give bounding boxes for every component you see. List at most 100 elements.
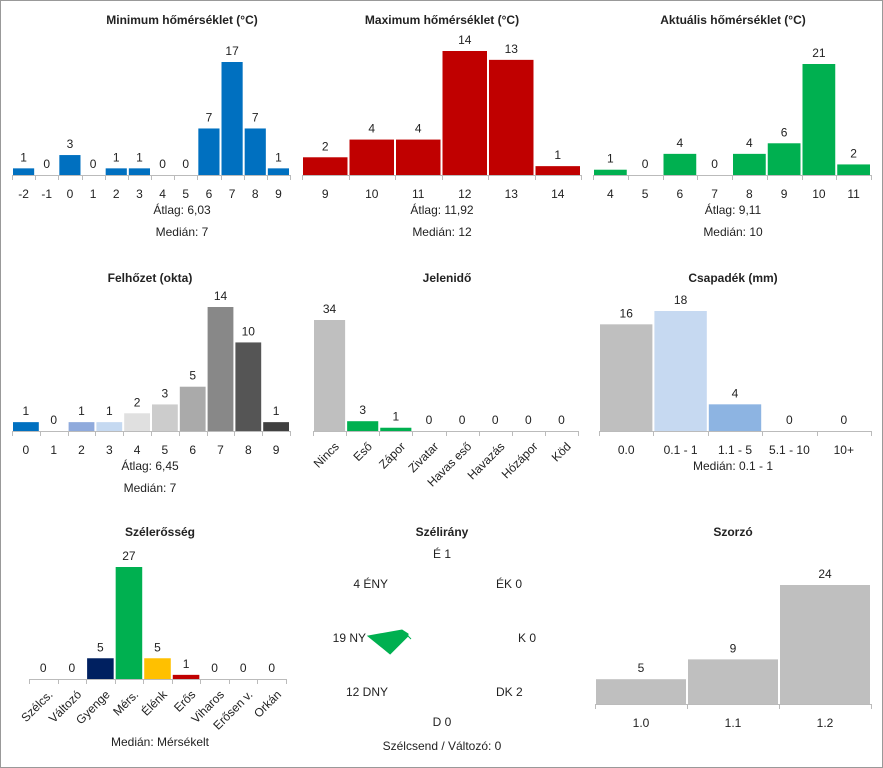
max_temp-bar (442, 51, 487, 175)
wind_speed-bar (172, 674, 200, 679)
cloud-bar (152, 404, 178, 431)
min_temp-bar (59, 155, 81, 175)
weather-value-label: 3 (359, 403, 366, 417)
cloud-tick-label: 5 (162, 443, 169, 457)
act_temp-bar (802, 64, 836, 175)
wind_speed-value-label: 5 (97, 640, 104, 654)
wind_speed-value-label: 27 (122, 549, 136, 563)
min_temp-title: Minimum hőmérséklet (°C) (106, 13, 258, 27)
min_temp-bar (105, 168, 127, 175)
cloud-value-label: 1 (273, 404, 280, 418)
wind_dir-footer: Szélcsend / Változó: 0 (383, 739, 502, 753)
act_temp-bar (837, 164, 870, 175)
min_temp-stat-line: Átlag: 6,03 (153, 202, 211, 217)
wind_speed-title: Szélerősség (125, 525, 195, 539)
precip-value-label: 0 (786, 413, 793, 427)
weather-tick-label: Köd (549, 439, 574, 464)
max_temp-bar (396, 139, 441, 175)
min_temp-tick-label: 2 (113, 187, 120, 201)
precip-bar (708, 404, 762, 431)
cloud-bar (96, 422, 123, 431)
min_temp-tick-label: 3 (136, 187, 143, 201)
precip-stat-line: Medián: 0.1 - 1 (693, 459, 773, 473)
act_temp-bar (767, 143, 801, 175)
wind_speed-value-label: 1 (183, 657, 190, 671)
max_temp-tick-label: 10 (365, 187, 379, 201)
min_temp-value-label: 17 (225, 44, 239, 58)
cloud-tick-label: 3 (106, 443, 113, 457)
wind_speed-tick-label: Orkán (251, 687, 284, 720)
weather-value-label: 0 (525, 413, 532, 427)
min_temp-value-label: 7 (206, 110, 213, 124)
act_temp-tick-label: 9 (781, 187, 788, 201)
cloud-bar (179, 386, 206, 431)
cloud-value-label: 1 (106, 404, 113, 418)
cloud-tick-label: 4 (134, 443, 141, 457)
precip-value-label: 18 (674, 293, 688, 307)
precip-value-label: 4 (732, 386, 739, 400)
multiplier-bar (596, 679, 686, 704)
weather-bar (347, 421, 379, 431)
wind_speed-tick-label: Mérs. (110, 687, 141, 718)
max_temp-value-label: 1 (554, 148, 561, 162)
cloud-tick-label: 8 (245, 443, 252, 457)
cloud-stat-line: Medián: 7 (124, 481, 177, 495)
cloud-value-label: 10 (242, 324, 256, 338)
max_temp-bar (349, 139, 394, 175)
max_temp-value-label: 14 (458, 33, 472, 47)
min_temp-value-label: 1 (136, 150, 143, 164)
precip-tick-label: 1.1 - 5 (718, 443, 752, 457)
multiplier-bar (780, 585, 870, 704)
act_temp-value-label: 0 (711, 157, 718, 171)
min_temp-tick-label: 9 (275, 187, 282, 201)
act_temp-stat-line: Medián: 10 (703, 225, 763, 239)
wind_speed-bar (115, 567, 143, 679)
cloud-value-label: 2 (134, 395, 141, 409)
weather-tick-label: Eső (351, 439, 376, 464)
min_temp-bar (267, 168, 289, 175)
act_temp-bar (663, 153, 697, 175)
act_temp-value-label: 4 (746, 136, 753, 150)
cloud-value-label: 3 (162, 386, 169, 400)
max_temp-value-label: 2 (322, 139, 329, 153)
cloud-bar (68, 422, 95, 431)
act_temp-value-label: 0 (642, 157, 649, 171)
min_temp-value-label: 7 (252, 110, 259, 124)
weather-tick-label: Nincs (311, 439, 342, 470)
cloud-bar (124, 413, 150, 431)
act_temp-value-label: 4 (677, 136, 684, 150)
act_temp-tick-label: 11 (847, 187, 860, 201)
max_temp-tick-label: 13 (505, 187, 519, 201)
min_temp-value-label: 0 (159, 157, 166, 171)
min_temp-bar (221, 62, 243, 175)
max_temp-title: Maximum hőmérséklet (°C) (365, 13, 519, 27)
weather-tick-label: Hózápor (499, 439, 541, 481)
act_temp-bar (733, 153, 766, 175)
weather-bar (314, 320, 346, 431)
wind_speed-value-label: 0 (68, 661, 75, 675)
cloud-tick-label: 1 (50, 443, 57, 457)
max_temp-value-label: 4 (368, 122, 375, 136)
weather-value-label: 0 (492, 413, 499, 427)
cloud-bar (13, 422, 39, 431)
multiplier-value-label: 9 (730, 641, 737, 655)
cloud-value-label: 14 (214, 289, 228, 303)
max_temp-bar (303, 157, 348, 175)
weather-value-label: 0 (459, 413, 466, 427)
act_temp-value-label: 21 (812, 46, 826, 60)
wind_speed-stat-line: Medián: Mérsékelt (111, 735, 210, 749)
cloud-tick-label: 7 (217, 443, 224, 457)
precip-title: Csapadék (mm) (688, 271, 777, 285)
wind_speed-bar (144, 658, 171, 679)
cloud-value-label: 1 (78, 404, 85, 418)
cloud-bar (207, 307, 234, 431)
min_temp-tick-label: 1 (90, 187, 97, 201)
cloud-tick-label: 0 (23, 443, 30, 457)
wind_dir-direction-label: K 0 (518, 631, 536, 645)
act_temp-tick-label: 5 (642, 187, 649, 201)
act_temp-value-label: 1 (607, 152, 614, 166)
cloud-tick-label: 9 (273, 443, 280, 457)
cloud-tick-label: 2 (78, 443, 85, 457)
max_temp-tick-label: 9 (322, 187, 329, 201)
min_temp-tick-label: 8 (252, 187, 259, 201)
